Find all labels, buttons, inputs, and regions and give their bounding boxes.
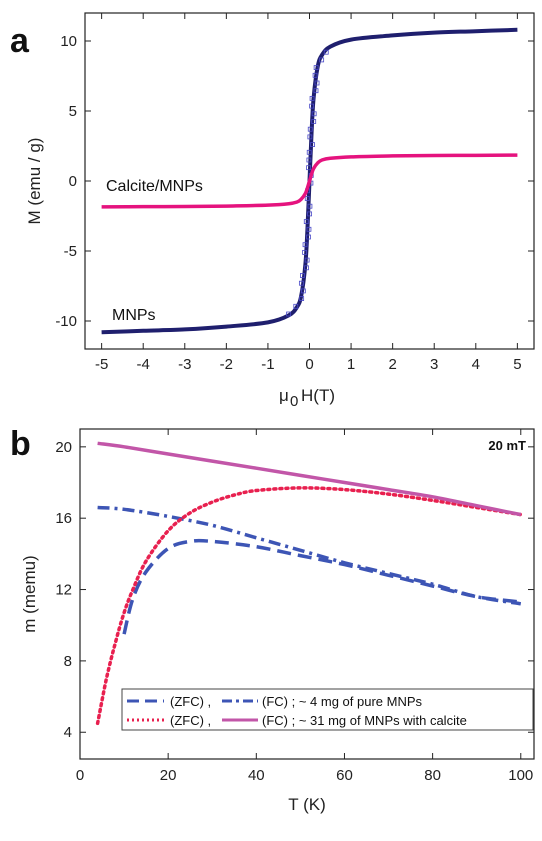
- mnps-marker: [304, 196, 310, 201]
- legend-calcite-zfc-label: (ZFC) ,: [170, 713, 211, 728]
- y-tick-label: 5: [69, 103, 77, 120]
- mnps-marker: [310, 142, 315, 148]
- mnps-marker: [309, 96, 315, 101]
- mnps-marker: [312, 72, 318, 78]
- mnps-marker: [323, 49, 329, 55]
- legend-mnps-fc-label: (FC) ; ~ 4 mg of pure MNPs: [262, 694, 423, 709]
- panel-b-y-axis-label: m (memu): [20, 555, 39, 632]
- mnps-marker: [307, 126, 313, 132]
- x-tick-label: 4: [472, 356, 480, 373]
- mnps-annotation: MNPs: [112, 307, 156, 324]
- calcite-series-line: [101, 153, 518, 209]
- mnps-marker: [286, 311, 291, 317]
- x-tick-label: -5: [95, 356, 108, 373]
- panel-a-y-axis-label: M (emu / g): [25, 138, 44, 225]
- mnps-marker: [311, 119, 317, 124]
- x-tick-label: 100: [508, 767, 533, 784]
- y-tick-label: 10: [60, 33, 77, 50]
- x-tick-label: 0: [76, 767, 84, 784]
- y-tick-label: -10: [55, 313, 77, 330]
- y-tick-label: 16: [55, 510, 72, 527]
- field-label: 20 mT: [488, 438, 526, 453]
- panel-b-frame: [79, 428, 535, 760]
- mu-subscript: 0: [290, 393, 298, 410]
- mnps-marker: [313, 65, 319, 70]
- y-tick-label: 20: [55, 439, 72, 456]
- panel-b-x-axis-label: T (K): [288, 795, 325, 814]
- y-tick-label: 12: [55, 582, 72, 599]
- calcite-fc-series-line: [97, 441, 522, 517]
- legend-calcite-fc-label: (FC) ; ~ 31 mg of MNPs with calcite: [262, 713, 467, 728]
- mnps-marker: [306, 157, 312, 163]
- mnps-fc-series-line: [97, 505, 522, 606]
- mnps-marker: [299, 296, 305, 302]
- y-tick-label: 8: [64, 653, 72, 670]
- mnps-marker: [293, 303, 299, 309]
- calcite-zfc-series-line: [95, 486, 523, 726]
- x-tick-label: -4: [137, 356, 150, 373]
- mu-symbol: μ: [279, 386, 289, 405]
- mnps-marker: [306, 226, 312, 232]
- legend-mnps-zfc-label: (ZFC) ,: [170, 694, 211, 709]
- mnps-marker: [314, 80, 320, 86]
- panel-a-x-axis-label: μ 0 H(T): [279, 386, 335, 410]
- mnps-marker: [298, 280, 304, 286]
- mnps-marker: [302, 249, 307, 255]
- panel-a-label: a: [10, 22, 30, 60]
- legend: (ZFC) , (FC) ; ~ 4 mg of pure MNPs (ZFC)…: [121, 688, 534, 731]
- mnps-marker: [306, 165, 311, 171]
- mnps-zfc-series-line: [122, 538, 522, 635]
- mnps-marker: [300, 288, 306, 294]
- x-tick-label: 0: [305, 356, 313, 373]
- mnps-marker: [300, 273, 305, 278]
- x-axis-label-text: H(T): [301, 386, 335, 405]
- x-tick-label: -2: [220, 356, 233, 373]
- mnps-marker: [304, 265, 309, 271]
- y-tick-label: -5: [64, 243, 77, 260]
- x-tick-label: 60: [336, 767, 353, 784]
- x-tick-label: 20: [160, 767, 177, 784]
- calcite-annotation: Calcite/MNPs: [106, 178, 203, 195]
- x-tick-label: 5: [513, 356, 521, 373]
- mnps-marker: [304, 257, 310, 263]
- mnps-marker: [306, 234, 311, 240]
- panel-b: b 0 20 40 60 80 100 4 8 12 16 20 20 mT (ZFC) , (FC…: [10, 425, 535, 814]
- x-tick-label: 40: [248, 767, 265, 784]
- mnps-marker: [307, 211, 313, 217]
- x-tick-label: 1: [347, 356, 355, 373]
- y-tick-label: 4: [64, 724, 72, 741]
- mnps-marker: [311, 111, 317, 117]
- mnps-marker: [302, 242, 308, 248]
- mnps-marker: [309, 103, 315, 109]
- mnps-marker: [307, 203, 313, 209]
- mnps-marker: [319, 57, 325, 63]
- x-tick-label: 80: [424, 767, 441, 784]
- panel-b-label: b: [10, 425, 31, 463]
- x-tick-label: -1: [261, 356, 274, 373]
- x-tick-label: 2: [388, 356, 396, 373]
- x-tick-label: -3: [178, 356, 191, 373]
- mnps-marker: [307, 134, 313, 140]
- mnps-marker: [303, 219, 309, 225]
- mnps-marker: [313, 88, 319, 94]
- mnps-marker: [306, 149, 312, 155]
- legend-box: [121, 688, 534, 731]
- y-tick-label: 0: [69, 173, 77, 190]
- x-tick-label: 3: [430, 356, 438, 373]
